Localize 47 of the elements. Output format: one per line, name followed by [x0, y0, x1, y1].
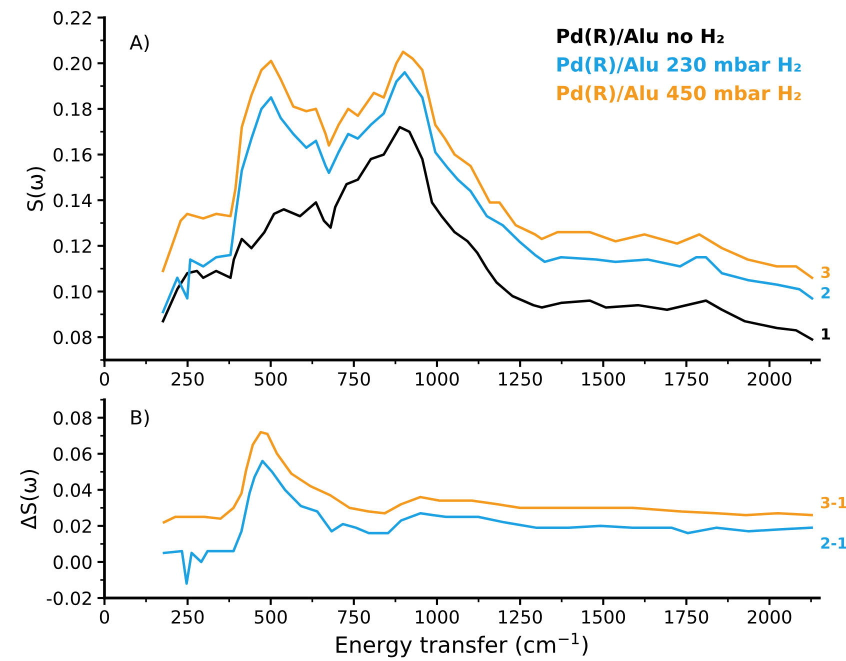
text: Pd(R)/Alu 450 mbar H₂: [557, 85, 801, 103]
x-tick-label: 1000: [416, 372, 459, 386]
x-tick-label: 1000: [416, 610, 459, 624]
x-tick-label: 1250: [499, 610, 542, 624]
y-tick-label: -0.02: [46, 591, 91, 606]
x-tick-label: 1750: [665, 372, 708, 386]
y-tick-label: 0.08: [54, 330, 92, 344]
text: 1: [822, 328, 830, 340]
y-axis-title: ΔS(ω): [20, 470, 39, 530]
x-axis-title: Energy transfer (cm$^{−1}$): [336, 632, 588, 658]
line-series: [162, 430, 813, 524]
x-tick-label: 250: [172, 372, 204, 386]
y-tick-label: 0.12: [54, 239, 91, 253]
text: 3: [821, 266, 830, 278]
x-tick-label: 1250: [499, 372, 542, 386]
y-tick-label: 0.22: [54, 11, 91, 25]
x-tick-label: 0: [100, 610, 110, 624]
line-series: [162, 126, 814, 341]
x-tick-label: 500: [254, 372, 287, 386]
x-tick-label: 1500: [582, 610, 626, 624]
x-tick-label: 750: [338, 372, 370, 386]
text: A): [130, 34, 149, 52]
x-tick-label: 500: [254, 610, 287, 624]
text: Pd(R)/Alu 230 mbar H₂: [557, 56, 801, 74]
text: 2: [822, 287, 830, 298]
x-tick-label: 1500: [582, 372, 626, 386]
y-tick-label: 0.00: [54, 555, 92, 570]
y-tick-label: 0.14: [54, 194, 92, 208]
y-tick-label: 0.20: [54, 56, 92, 70]
line-series: [162, 460, 813, 585]
x-tick-label: 750: [338, 610, 370, 624]
y-tick-label: 0.04: [54, 483, 92, 497]
y-tick-label: 0.10: [54, 284, 92, 299]
x-tick-label: 1750: [665, 610, 708, 624]
text: Pd(R)/Alu no H₂: [557, 28, 724, 46]
x-tick-label: 2000: [748, 372, 792, 386]
y-tick-label: 0.18: [54, 102, 92, 116]
x-tick-label: 250: [172, 610, 204, 624]
x-tick-label: 2000: [748, 610, 792, 624]
y-tick-label: 0.06: [54, 447, 92, 461]
y-tick-label: 0.16: [54, 148, 92, 162]
y-tick-label: 0.02: [54, 519, 91, 534]
y-axis-title: S(ω): [26, 167, 46, 211]
line-series: [162, 50, 814, 280]
chart-title: B): [131, 410, 149, 427]
y-tick-label: 0.08: [54, 411, 92, 425]
x-tick-label: 0: [100, 372, 110, 386]
